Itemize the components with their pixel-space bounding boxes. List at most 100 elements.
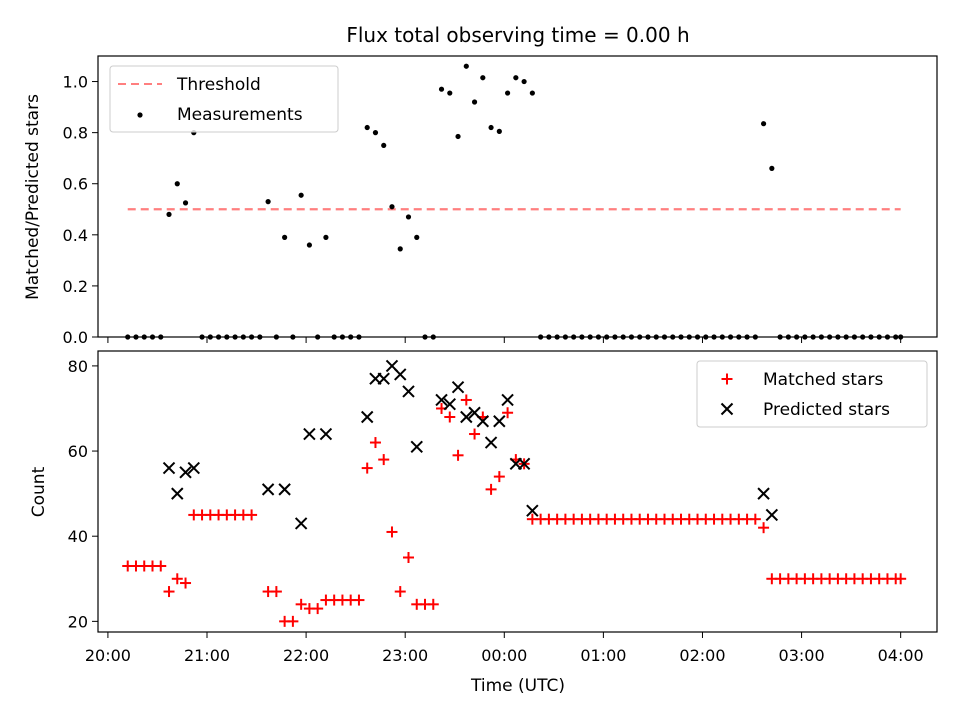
top-y-tick-label: 0.6 — [63, 175, 88, 194]
matched-point — [502, 407, 514, 419]
matched-point — [353, 594, 365, 606]
matched-point — [452, 449, 464, 461]
matched-point — [386, 526, 398, 538]
matched-point — [460, 394, 472, 406]
measurement-point — [166, 211, 172, 217]
bottom-legend: Matched stars Predicted stars — [696, 360, 928, 428]
measurement-point — [769, 165, 775, 171]
measurement-point — [381, 142, 387, 149]
bottom-y-tick-label: 60 — [68, 442, 88, 461]
bottom-x-tick-label: 22:00 — [283, 646, 329, 665]
top-axes-frame — [97, 55, 938, 338]
measurement-point — [496, 128, 502, 134]
predicted-point — [162, 461, 176, 475]
matched-point — [749, 513, 761, 525]
matched-point — [155, 560, 167, 572]
legend-matched-label: Matched stars — [763, 370, 883, 390]
predicted-point — [460, 410, 473, 424]
measurement-point — [265, 199, 271, 205]
bottom-x-tick-label: 00:00 — [481, 646, 527, 665]
matched-point — [361, 462, 373, 474]
top-legend: Threshold Measurements — [109, 65, 339, 133]
matched-point — [369, 437, 381, 449]
top-legend-box — [109, 65, 339, 133]
legend-threshold-label: Threshold — [176, 75, 261, 95]
predicted-point — [476, 415, 490, 428]
predicted-point — [303, 427, 316, 441]
legend-predicted-swatch — [720, 402, 734, 416]
measurement-point — [414, 234, 420, 240]
matched-point — [246, 509, 258, 521]
matched-point — [163, 586, 175, 598]
predicted-point — [501, 393, 514, 407]
bottom-y-tick-label: 20 — [68, 612, 88, 631]
matched-point — [485, 483, 497, 495]
matched-point — [758, 522, 770, 534]
predicted-point — [319, 427, 333, 441]
measurement-point — [405, 214, 412, 220]
matched-point — [171, 573, 183, 585]
matched-point — [469, 428, 481, 440]
measurement-point — [298, 192, 304, 198]
measurement-point — [397, 246, 403, 252]
bottom-panel: 20 40 60 80 20:00 21:00 22:00 23:00 00:00 01:00 0… — [29, 350, 938, 696]
bottom-y-tick-label: 40 — [68, 527, 88, 546]
top-y-tick-label: 1.0 — [63, 73, 88, 92]
matched-point — [427, 598, 439, 610]
bottom-x-tick-label: 20:00 — [85, 646, 131, 665]
predicted-point — [526, 504, 539, 517]
legend-matched-swatch — [721, 373, 733, 385]
predicted-point — [484, 436, 498, 449]
legend-matched-marker — [721, 373, 733, 385]
predicted-point — [451, 380, 465, 394]
legend-predicted-marker — [720, 402, 734, 416]
legend-measurements-swatch — [137, 112, 143, 118]
bottom-legend-box — [696, 360, 928, 428]
top-panel: Flux total observing time = 0.00 h 0.00.… — [23, 23, 938, 347]
predicted-point — [179, 466, 192, 479]
bottom-x-tick-label: 21:00 — [184, 646, 230, 665]
matched-point — [444, 411, 456, 423]
predicted-point — [443, 398, 456, 411]
bottom-axes-frame — [97, 350, 938, 633]
matched-point — [493, 471, 505, 483]
matched-point — [270, 586, 282, 598]
measurement-point — [174, 181, 180, 187]
matched-point — [402, 551, 414, 563]
top-y-ticks: 0.0 0.2 0.4 0.6 0.8 1.0 — [63, 73, 98, 347]
legend-predicted-label: Predicted stars — [763, 400, 890, 420]
bottom-plot-area — [122, 359, 907, 627]
matched-point — [394, 586, 406, 598]
measurement-point — [389, 204, 395, 210]
measurement-point — [480, 75, 486, 81]
matched-point — [180, 577, 192, 589]
measurement-point — [471, 99, 478, 105]
top-y-tick-label: 0.4 — [63, 226, 88, 245]
measurement-point — [364, 124, 370, 131]
measurement-point — [306, 242, 313, 248]
measurement-point — [182, 200, 189, 206]
matched-point — [378, 454, 390, 466]
predicted-point — [765, 508, 779, 522]
top-y-tick-label: 0.0 — [63, 328, 88, 347]
matched-point — [295, 598, 307, 610]
measurement-point — [438, 86, 445, 92]
matched-point — [287, 615, 299, 627]
predicted-point — [360, 410, 374, 424]
bottom-x-tick-label: 04:00 — [878, 646, 924, 665]
bottom-y-tick-label: 80 — [68, 357, 88, 376]
bottom-y-axis-label: Count — [29, 466, 49, 517]
bottom-x-tick-label: 23:00 — [382, 646, 428, 665]
measurement-point — [488, 124, 494, 131]
measurement-point — [529, 90, 535, 96]
measurement-point — [372, 130, 379, 136]
bottom-x-ticks: 20:00 21:00 22:00 23:00 00:00 01:00 02:00 03:00… — [85, 632, 924, 665]
measurement-point — [447, 90, 453, 96]
top-y-tick-label: 0.2 — [63, 277, 88, 296]
measurement-point — [504, 90, 511, 96]
predicted-point — [435, 393, 448, 407]
measurement-point — [282, 234, 288, 240]
top-x-ticks — [107, 337, 902, 343]
bottom-x-tick-label: 01:00 — [580, 646, 626, 665]
